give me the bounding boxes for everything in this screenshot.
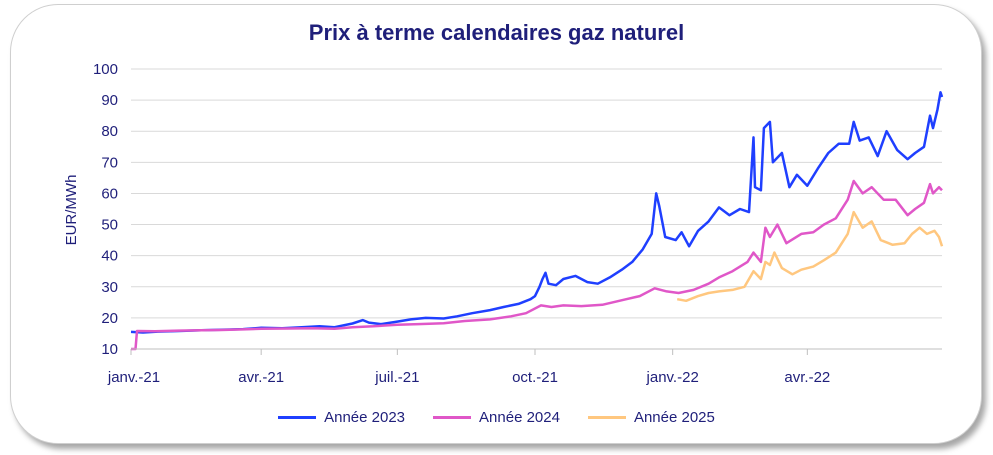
legend-label: Année 2023 xyxy=(324,409,406,426)
y-tick-label: 10 xyxy=(101,341,118,358)
y-tick-label: 80 xyxy=(101,123,118,140)
y-tick-label: 20 xyxy=(101,310,118,327)
chart-title: Prix à terme calendaires gaz naturel xyxy=(308,20,685,45)
legend-item: Année 2025 xyxy=(587,409,715,426)
y-tick-label: 30 xyxy=(101,279,118,296)
legend: Année 2023 Année 2024 Année 2025 xyxy=(0,409,993,426)
x-axis-ticks: janv.-21 avr.-21 juil.-21 oct.-21 janv.-22 av… xyxy=(107,349,830,386)
y-tick-label: 40 xyxy=(101,248,118,265)
legend-swatch xyxy=(278,416,317,419)
series-line-3 xyxy=(676,210,944,303)
x-tick-label: juil.-21 xyxy=(374,369,419,386)
y-axis-label: EUR/MWh xyxy=(63,175,80,246)
y-tick-label: 90 xyxy=(101,92,118,109)
y-tick-label: 100 xyxy=(93,61,118,78)
y-tick-label: 60 xyxy=(101,185,118,202)
legend-item: Année 2023 xyxy=(278,409,405,426)
y-tick-label: 50 xyxy=(101,217,118,234)
y-tick-label: 70 xyxy=(101,154,118,171)
legend-item: Année 2024 xyxy=(433,409,560,426)
series-lines xyxy=(130,91,944,351)
chart-frame xyxy=(10,4,982,444)
series-line-1 xyxy=(130,91,944,334)
series-line-2 xyxy=(131,179,943,351)
x-tick-label: avr.-22 xyxy=(784,369,830,386)
legend-label: Année 2025 xyxy=(633,409,715,426)
grid-lines xyxy=(131,68,942,319)
x-tick-label: oct.-21 xyxy=(512,369,558,386)
legend-swatch xyxy=(433,416,472,419)
x-tick-label: avr.-21 xyxy=(238,369,284,386)
x-tick-label: janv.-22 xyxy=(646,369,699,386)
y-axis-ticks: 10 20 30 40 50 60 70 80 90 100 xyxy=(93,61,118,358)
legend-swatch xyxy=(587,416,626,419)
x-tick-label: janv.-21 xyxy=(107,369,160,386)
legend-label: Année 2024 xyxy=(479,409,560,426)
